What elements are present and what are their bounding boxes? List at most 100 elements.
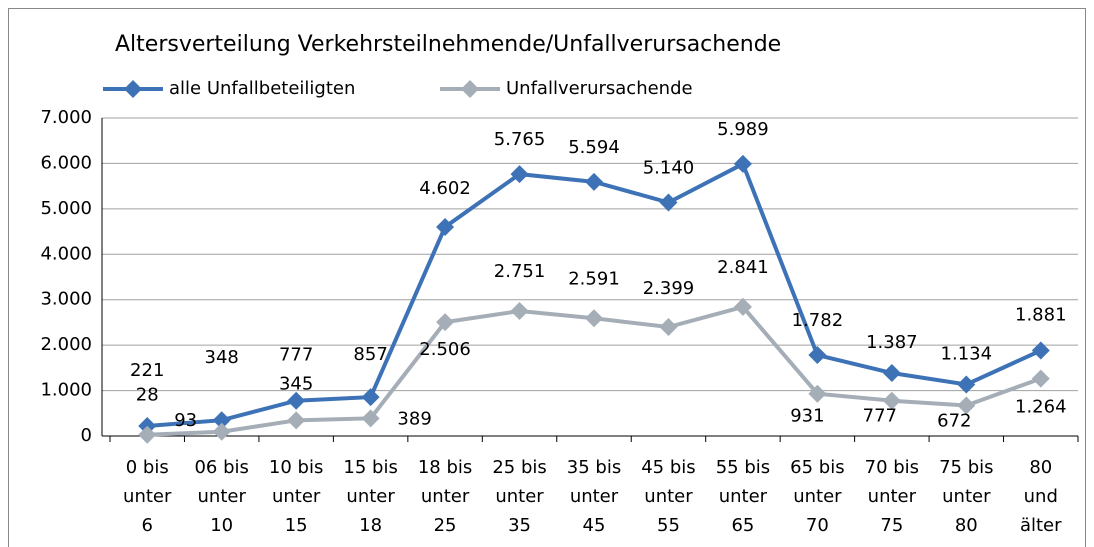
data-label: 2.399 bbox=[643, 278, 695, 299]
data-point bbox=[212, 411, 231, 430]
x-tick-label: unter bbox=[495, 486, 544, 507]
x-tick-label: unter bbox=[421, 486, 470, 507]
x-tick-label: unter bbox=[793, 486, 842, 507]
frame bbox=[8, 8, 1086, 547]
data-point bbox=[659, 193, 678, 212]
x-tick-label: unter bbox=[868, 486, 917, 507]
x-tick-label: 45 bbox=[583, 515, 606, 536]
data-point bbox=[436, 217, 455, 236]
x-tick-label: älter bbox=[1020, 515, 1062, 536]
data-label: 345 bbox=[279, 373, 313, 394]
data-label: 348 bbox=[205, 347, 239, 368]
data-label: 221 bbox=[130, 360, 164, 381]
x-tick-label: 0 bis bbox=[126, 457, 169, 478]
data-point bbox=[436, 313, 455, 332]
data-label: 2.841 bbox=[717, 257, 769, 278]
legend-label: alle Unfallbeteiligten bbox=[169, 78, 355, 99]
data-label: 672 bbox=[937, 410, 971, 431]
x-tick-label: 6 bbox=[142, 515, 153, 536]
x-tick-label: 35 bbox=[508, 515, 531, 536]
x-tick-label: 75 bbox=[880, 515, 903, 536]
data-label: 1.264 bbox=[1015, 397, 1067, 418]
data-point bbox=[361, 409, 380, 428]
x-tick-label: 10 bbox=[210, 515, 233, 536]
x-tick-label: unter bbox=[272, 486, 321, 507]
x-tick-label: unter bbox=[719, 486, 768, 507]
data-point bbox=[287, 411, 306, 430]
x-tick-label: unter bbox=[942, 486, 991, 507]
data-point bbox=[882, 363, 901, 382]
y-tick-label: 3.000 bbox=[40, 289, 92, 310]
y-tick-label: 7.000 bbox=[40, 107, 92, 128]
data-point bbox=[287, 391, 306, 410]
x-tick-label: 06 bis bbox=[194, 457, 248, 478]
data-point bbox=[138, 425, 157, 444]
data-label: 2.751 bbox=[494, 261, 546, 282]
y-tick-label: 2.000 bbox=[40, 334, 92, 355]
data-point bbox=[733, 154, 752, 173]
data-point bbox=[1031, 341, 1050, 360]
y-tick-label: 6.000 bbox=[40, 152, 92, 173]
data-label: 4.602 bbox=[419, 178, 471, 199]
x-tick-label: 18 bbox=[359, 515, 382, 536]
data-label: 5.765 bbox=[494, 129, 546, 150]
y-tick-label: 0 bbox=[81, 425, 92, 446]
x-tick-label: 75 bis bbox=[939, 457, 993, 478]
data-point bbox=[808, 384, 827, 403]
x-tick-label: unter bbox=[198, 486, 247, 507]
x-tick-label: und bbox=[1024, 486, 1058, 507]
y-tick-label: 1.000 bbox=[40, 380, 92, 401]
x-tick-label: 10 bis bbox=[269, 457, 323, 478]
x-tick-label: 55 bis bbox=[716, 457, 770, 478]
chart-title: Altersverteilung Verkehrsteilnehmende/Un… bbox=[115, 32, 781, 57]
data-point bbox=[808, 346, 827, 365]
data-point bbox=[510, 165, 529, 184]
legend-marker bbox=[124, 80, 142, 98]
data-point bbox=[733, 297, 752, 316]
y-tick-label: 4.000 bbox=[40, 243, 92, 264]
x-tick-label: 80 bbox=[955, 515, 978, 536]
data-point bbox=[659, 318, 678, 337]
data-point bbox=[957, 396, 976, 415]
x-tick-label: 25 bbox=[434, 515, 457, 536]
x-tick-label: 65 bbox=[731, 515, 754, 536]
x-tick-label: 45 bis bbox=[641, 457, 695, 478]
x-tick-label: unter bbox=[644, 486, 693, 507]
data-label: 2.591 bbox=[568, 268, 620, 289]
data-label: 5.140 bbox=[643, 157, 695, 178]
x-tick-label: 15 bbox=[285, 515, 308, 536]
data-label: 1.134 bbox=[941, 343, 993, 364]
data-label: 1.881 bbox=[1015, 305, 1067, 326]
x-tick-label: unter bbox=[346, 486, 395, 507]
legend-marker bbox=[461, 80, 479, 98]
x-tick-label: 35 bis bbox=[567, 457, 621, 478]
data-label: 777 bbox=[279, 345, 313, 366]
x-tick-label: 15 bis bbox=[343, 457, 397, 478]
x-tick-label: 65 bis bbox=[790, 457, 844, 478]
x-tick-label: 18 bis bbox=[418, 457, 472, 478]
data-label: 1.387 bbox=[866, 332, 918, 353]
data-label: 5.594 bbox=[568, 137, 620, 158]
legend-label: Unfallverursachende bbox=[506, 78, 693, 99]
data-point bbox=[585, 172, 603, 191]
data-point bbox=[212, 422, 231, 441]
data-point bbox=[585, 309, 603, 328]
data-label: 2.506 bbox=[419, 339, 471, 360]
data-point bbox=[882, 391, 901, 410]
data-label: 28 bbox=[136, 385, 159, 406]
data-label: 93 bbox=[174, 410, 197, 431]
data-point bbox=[361, 388, 380, 407]
data-point bbox=[510, 302, 529, 321]
x-tick-label: unter bbox=[123, 486, 172, 507]
data-label: 857 bbox=[353, 344, 387, 365]
x-tick-label: 55 bbox=[657, 515, 680, 536]
data-label: 931 bbox=[790, 406, 824, 427]
x-tick-label: 70 bbox=[806, 515, 829, 536]
x-tick-label: 25 bis bbox=[492, 457, 546, 478]
data-label: 777 bbox=[863, 406, 897, 427]
x-tick-label: 80 bbox=[1029, 457, 1052, 478]
data-label: 389 bbox=[397, 408, 431, 429]
data-point bbox=[1031, 369, 1050, 388]
x-tick-label: 70 bis bbox=[865, 457, 919, 478]
